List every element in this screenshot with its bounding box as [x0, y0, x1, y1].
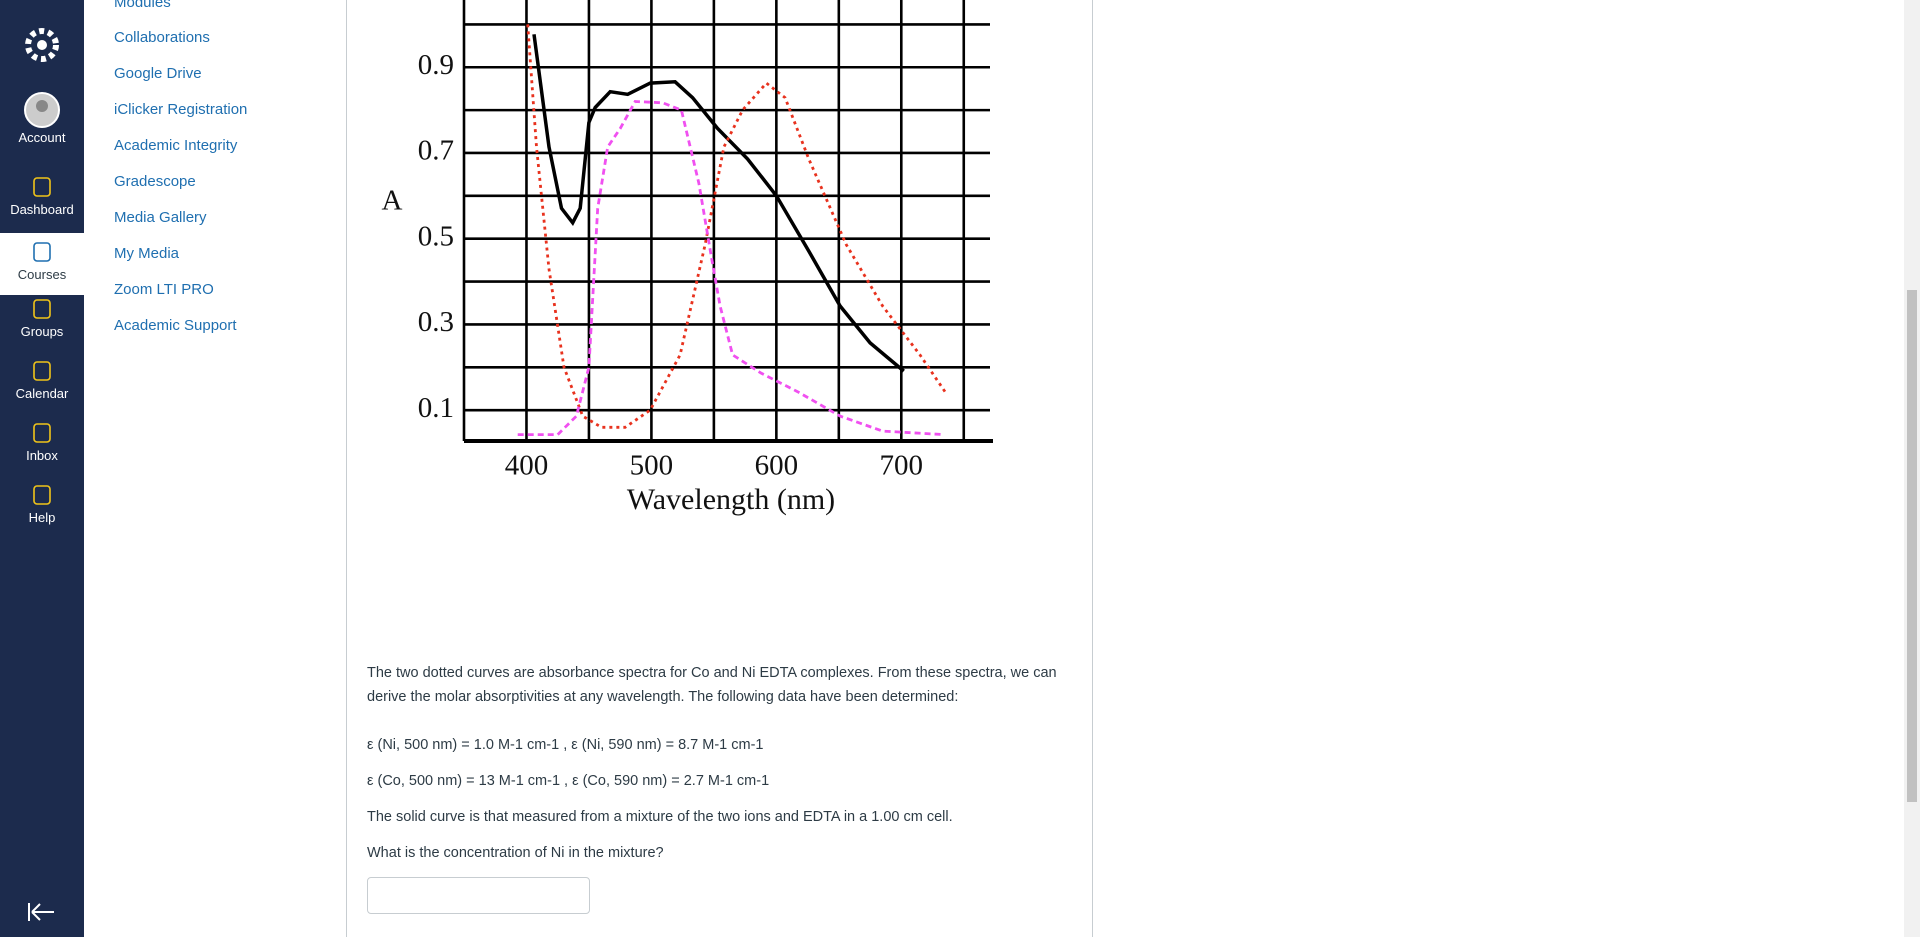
nav-icon	[33, 242, 51, 262]
x-tick-label: 400	[505, 450, 549, 482]
answer-input[interactable]	[367, 877, 590, 914]
global-nav-item[interactable]: Courses	[0, 233, 84, 295]
course-nav-link[interactable]: My Media	[114, 245, 180, 262]
icon-shape	[33, 423, 51, 443]
course-nav-link[interactable]: Modules	[114, 0, 171, 11]
y-tick-label: 0.1	[418, 392, 454, 424]
course-nav-link[interactable]: Media Gallery	[114, 209, 207, 226]
global-nav-item[interactable]: Groups	[0, 294, 84, 350]
question-paragraph: ε (Co, 500 nm) = 13 M-1 cm-1 , ε (Co, 59…	[367, 773, 770, 789]
course-nav-link[interactable]: Zoom LTI PRO	[114, 281, 214, 298]
y-axis-label: A	[382, 185, 403, 217]
scrollbar[interactable]	[1904, 0, 1920, 937]
global-nav: Account Dashboard Courses Groups Calendar Inb…	[0, 0, 84, 937]
course-nav-link[interactable]: Academic Support	[114, 317, 237, 334]
global-nav-label: Calendar	[15, 386, 69, 401]
spectrum-curve	[517, 100, 944, 436]
y-tick-label: 0.5	[418, 220, 454, 252]
content: 0.1 0.3 0.5 0.7 0.9 400 500 600 700 Wavelength (n…	[346, 0, 1093, 937]
y-tick-label: 0.3	[418, 306, 454, 338]
nav-icon	[33, 361, 51, 381]
spectra-figure: 0.1 0.3 0.5 0.7 0.9 400 500 600 700 Wavelength (n…	[382, 0, 993, 516]
icon-shape	[33, 299, 51, 319]
collapse-nav[interactable]	[0, 892, 84, 932]
y-tick-label: 0.9	[418, 49, 454, 81]
icon-shape	[33, 242, 51, 262]
global-nav-label: Inbox	[26, 448, 58, 463]
x-tick-label: 700	[880, 450, 924, 482]
question-paragraph: The two dotted curves are absorbance spe…	[367, 665, 1057, 705]
avatar-head	[36, 100, 48, 112]
global-nav-label: Courses	[17, 267, 67, 282]
global-nav-item[interactable]: Account	[0, 90, 84, 146]
global-nav-label: Dashboard	[10, 202, 74, 217]
course-nav-link[interactable]: Gradescope	[114, 173, 196, 190]
y-tick-label: 0.7	[418, 135, 454, 167]
global-nav-item[interactable]: Calendar	[0, 356, 84, 412]
question-paragraph: What is the concentration of Ni in the m…	[367, 845, 664, 861]
nav-icon	[33, 423, 51, 443]
nav-icon	[33, 177, 51, 197]
global-nav-item[interactable]: Dashboard	[0, 172, 84, 228]
nav-icon	[33, 299, 51, 319]
x-axis-label: Wavelength (nm)	[627, 483, 835, 516]
icon-shape	[33, 361, 51, 381]
course-nav-link[interactable]: Google Drive	[114, 65, 202, 82]
question-paragraph: ε (Ni, 500 nm) = 1.0 M-1 cm-1 , ε (Ni, 5…	[367, 737, 764, 753]
icon-shape	[33, 177, 51, 197]
x-tick-label: 600	[755, 450, 799, 482]
x-tick-label: 500	[630, 450, 674, 482]
course-nav-link[interactable]: iClicker Registration	[114, 101, 248, 118]
global-nav-label: Help	[28, 510, 56, 525]
spectrum-curve	[526, 24, 947, 429]
global-nav-item[interactable]: Help	[0, 480, 84, 536]
nav-icon	[24, 92, 60, 128]
nav-icon	[33, 485, 51, 505]
course-nav-link[interactable]: Collaborations	[114, 29, 210, 46]
icon-shape	[33, 485, 51, 505]
spectrum-curve	[532, 34, 905, 373]
scroll-thumb[interactable]	[1907, 290, 1917, 802]
course-nav-link[interactable]: Academic Integrity	[114, 137, 238, 154]
global-nav-item[interactable]: Inbox	[0, 418, 84, 474]
global-nav-label: Account	[18, 130, 66, 145]
logo[interactable]	[0, 2, 84, 86]
global-nav-label: Groups	[20, 324, 64, 339]
question-paragraph: The solid curve is that measured from a …	[367, 809, 953, 825]
